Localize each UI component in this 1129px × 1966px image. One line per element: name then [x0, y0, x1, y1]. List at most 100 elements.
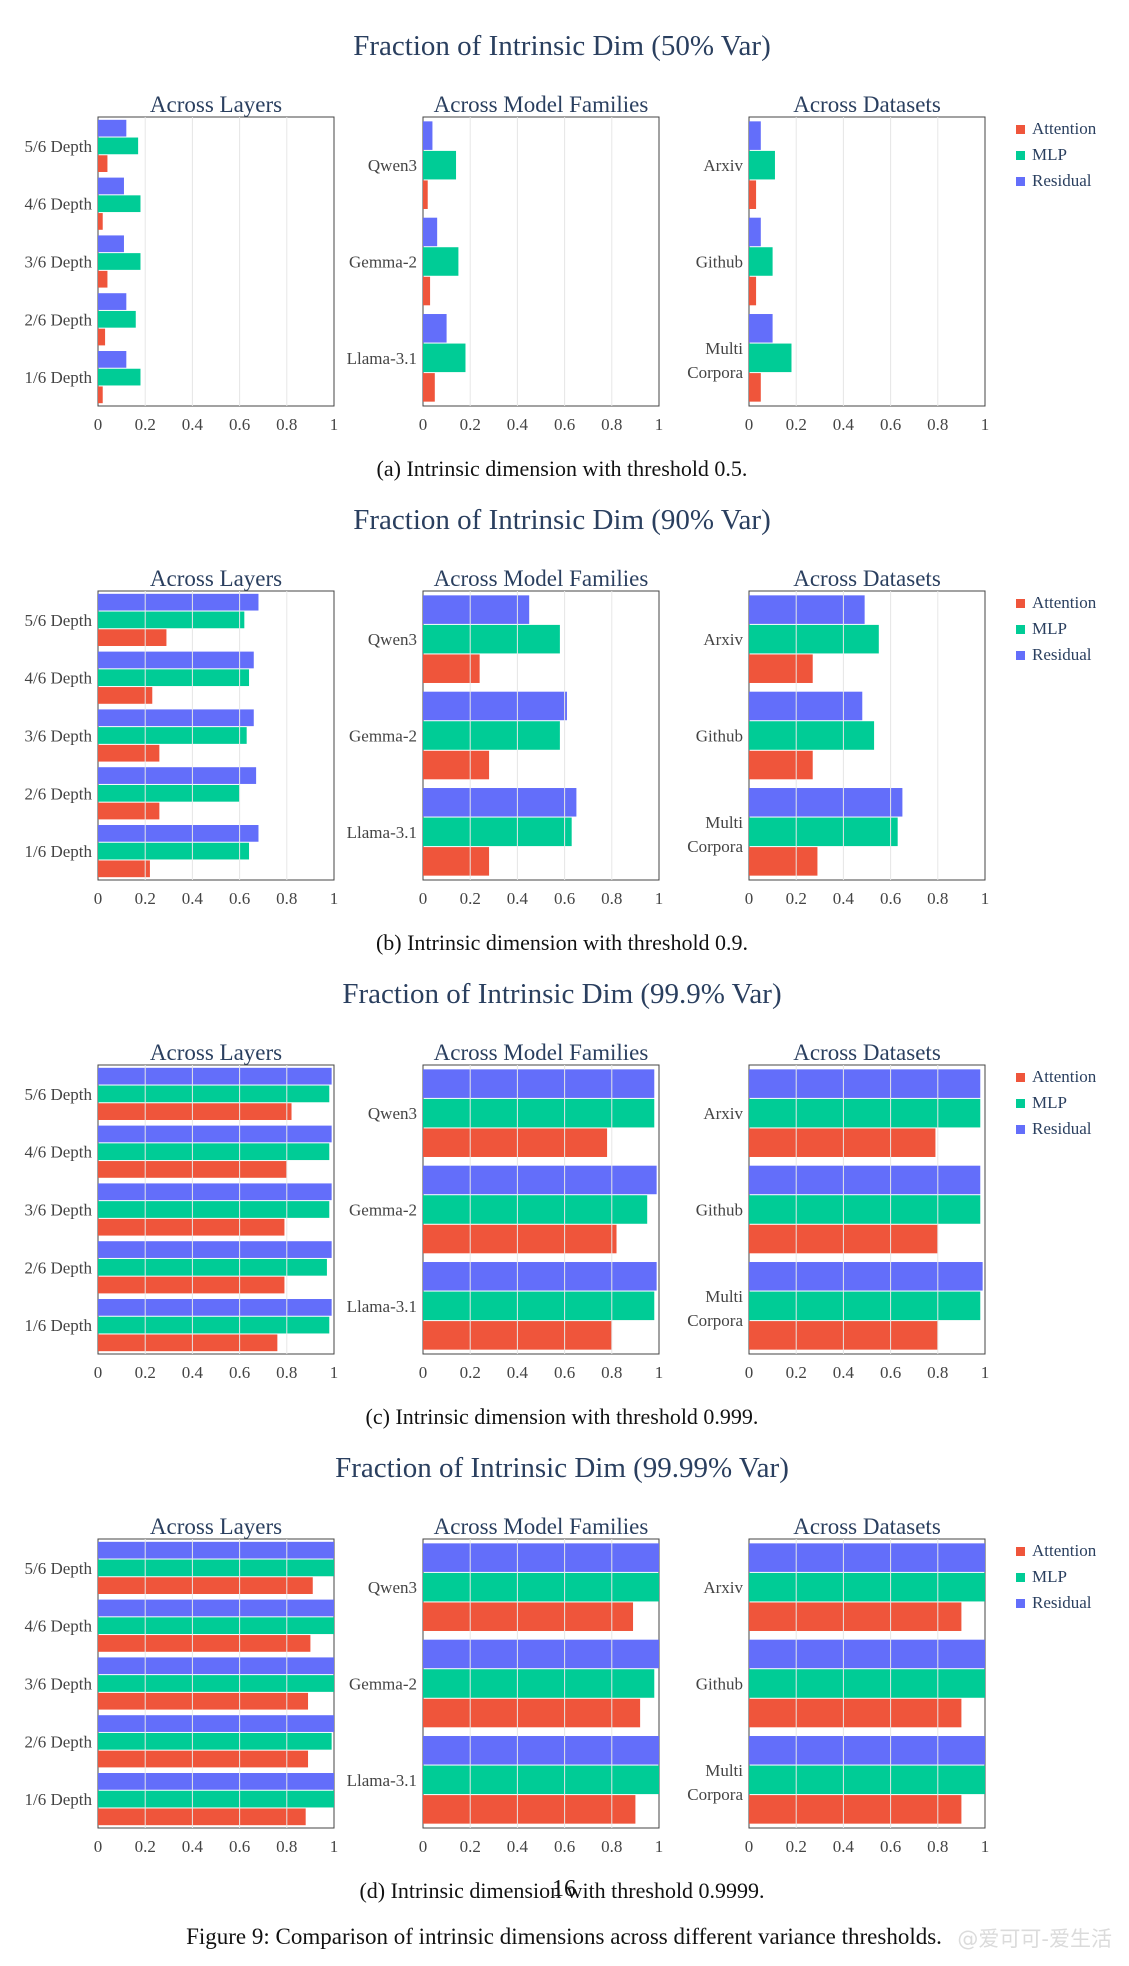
category-label: Qwen3 — [368, 1104, 417, 1123]
category-label: 1/6 Depth — [24, 842, 92, 861]
bar-mlp — [98, 195, 141, 213]
bar-mlp — [749, 624, 879, 654]
bar-residual — [749, 314, 773, 343]
x-tick-label: 0.2 — [135, 1363, 156, 1382]
figure-title: Fraction of Intrinsic Dim (99.9% Var) — [342, 978, 781, 1010]
bar-residual — [423, 1736, 659, 1765]
category-label: Gemma-2 — [349, 253, 417, 272]
bar-mlp — [749, 1195, 981, 1224]
category-label: Llama-3.1 — [347, 349, 417, 368]
bar-residual — [749, 788, 903, 817]
legend-swatch-attention — [1016, 1547, 1025, 1556]
bar-residual — [423, 1543, 659, 1572]
bar-attention — [749, 373, 761, 402]
figure-title: Fraction of Intrinsic Dim (50% Var) — [353, 30, 770, 62]
category-label: Arxiv — [703, 630, 743, 649]
bar-residual — [98, 119, 127, 137]
category-label: 4/6 Depth — [24, 669, 92, 688]
figure-caption: Figure 9: Comparison of intrinsic dimens… — [186, 1924, 942, 1949]
legend-label: Residual — [1032, 1593, 1092, 1612]
category-label: Gemma-2 — [349, 727, 417, 746]
bar-attention — [423, 1602, 634, 1631]
category-label: 1/6 Depth — [24, 1790, 92, 1809]
bar-mlp — [98, 669, 250, 687]
x-tick-label: 0 — [745, 1837, 754, 1856]
x-tick-label: 0.8 — [276, 415, 297, 434]
x-tick-label: 0.8 — [276, 889, 297, 908]
category-label: 1/6 Depth — [24, 1316, 92, 1335]
bar-mlp — [749, 1572, 985, 1602]
bar-attention — [98, 629, 167, 646]
category-label: 2/6 Depth — [24, 310, 92, 329]
x-tick-label: 0 — [94, 889, 103, 908]
x-tick-label: 0.2 — [135, 1837, 156, 1856]
bar-residual — [423, 314, 447, 343]
x-tick-label: 0 — [94, 415, 103, 434]
legend-label: MLP — [1032, 1567, 1067, 1586]
bar-attention — [423, 1698, 641, 1728]
panel-title: Across Layers — [150, 1040, 282, 1065]
bar-mlp — [98, 1732, 332, 1750]
category-label: 5/6 Depth — [24, 611, 92, 630]
x-tick-label: 0.4 — [507, 889, 529, 908]
legend-swatch-residual — [1016, 1125, 1025, 1134]
bar-residual — [98, 709, 254, 727]
x-tick-label: 0.4 — [182, 1837, 204, 1856]
bar-mlp — [98, 1085, 330, 1103]
bar-mlp — [98, 1201, 330, 1218]
x-tick-label: 0.4 — [182, 1363, 204, 1382]
x-tick-label: 0 — [419, 1363, 428, 1382]
x-tick-label: 1 — [981, 415, 990, 434]
legend-label: Attention — [1032, 119, 1097, 138]
bar-residual — [423, 788, 577, 817]
legend-label: Attention — [1032, 593, 1097, 612]
x-tick-label: 0.8 — [601, 415, 622, 434]
x-tick-label: 0.8 — [276, 1363, 297, 1382]
bar-mlp — [423, 343, 466, 373]
bar-residual — [98, 767, 257, 784]
x-tick-label: 0.4 — [507, 415, 529, 434]
category-label: Arxiv — [703, 156, 743, 175]
x-tick-label: 0.8 — [927, 415, 948, 434]
subfigure-caption: (d) Intrinsic dimension with threshold 0… — [359, 1878, 764, 1903]
bar-residual — [749, 1543, 985, 1572]
x-tick-label: 0 — [419, 1837, 428, 1856]
bar-mlp — [423, 247, 459, 276]
bar-mlp — [749, 343, 792, 373]
category-label: 2/6 Depth — [24, 784, 92, 803]
x-tick-label: 0.2 — [135, 415, 156, 434]
x-tick-label: 0.4 — [507, 1363, 529, 1382]
bar-residual — [423, 1165, 657, 1195]
x-tick-label: 1 — [655, 1837, 664, 1856]
bar-mlp — [423, 1765, 659, 1795]
bar-attention — [749, 180, 757, 209]
legend-label: Residual — [1032, 1119, 1092, 1138]
x-tick-label: 0 — [419, 889, 428, 908]
x-tick-label: 0.6 — [229, 415, 250, 434]
x-tick-label: 0 — [745, 1363, 754, 1382]
panel-title: Across Model Families — [434, 566, 649, 591]
watermark-text: @爱可可-爱生活 — [957, 1927, 1112, 1951]
legend-swatch-mlp — [1016, 1573, 1025, 1582]
x-tick-label: 0.6 — [554, 889, 575, 908]
page-number: 16 — [552, 1876, 576, 1902]
bar-residual — [98, 593, 259, 611]
x-tick-label: 0.8 — [927, 1363, 948, 1382]
x-tick-label: 0.6 — [880, 1363, 901, 1382]
x-tick-label: 0.6 — [554, 415, 575, 434]
bar-attention — [98, 213, 103, 230]
category-label: Qwen3 — [368, 630, 417, 649]
legend-swatch-mlp — [1016, 1099, 1025, 1108]
bar-attention — [749, 1602, 962, 1631]
x-tick-label: 0.4 — [833, 889, 855, 908]
category-label: 4/6 Depth — [24, 1617, 92, 1636]
bar-residual — [749, 1262, 983, 1291]
category-label-line2: Corpora — [687, 363, 743, 382]
legend-label: MLP — [1032, 1093, 1067, 1112]
bar-residual — [749, 595, 865, 624]
bar-residual — [98, 1241, 332, 1258]
bar-attention — [423, 1224, 617, 1254]
bar-attention — [98, 155, 108, 172]
x-tick-label: 0.8 — [601, 1363, 622, 1382]
bar-attention — [98, 1750, 309, 1768]
